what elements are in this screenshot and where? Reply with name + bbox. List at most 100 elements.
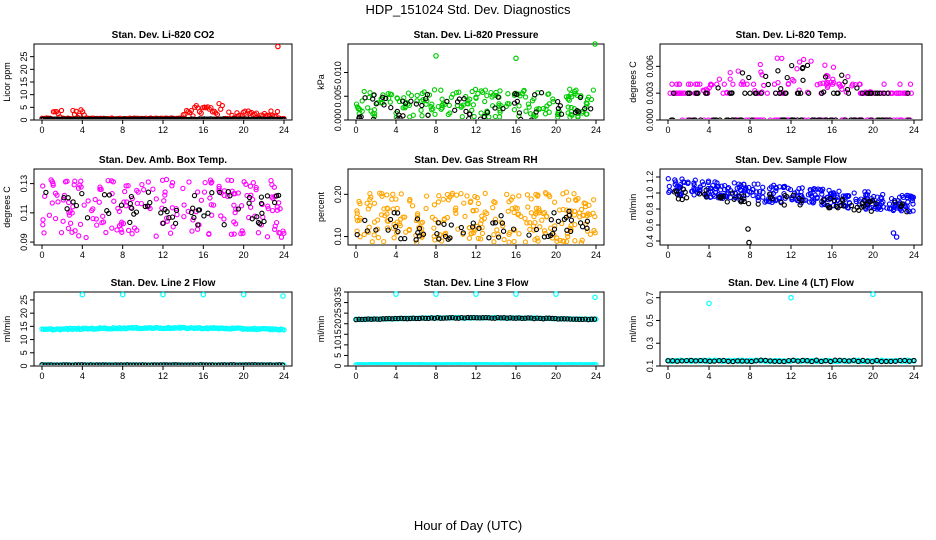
data-point <box>133 362 140 365</box>
data-point <box>449 314 456 321</box>
data-point <box>414 98 420 104</box>
data-point <box>483 314 489 321</box>
data-point <box>869 197 876 204</box>
data-point <box>764 90 770 96</box>
data-point <box>211 116 217 119</box>
data-point <box>40 183 46 189</box>
data-point <box>257 221 263 227</box>
data-point <box>255 362 261 365</box>
outlier-point <box>160 291 166 298</box>
data-point <box>208 116 214 119</box>
data-point <box>752 87 758 94</box>
data-point <box>542 230 548 237</box>
y-tick-label: 30 <box>333 298 343 308</box>
data-point <box>582 106 588 112</box>
data-point <box>573 87 579 93</box>
data-point <box>584 225 590 231</box>
x-tick-label: 16 <box>511 371 521 381</box>
data-point <box>423 96 429 102</box>
outlier-point <box>746 239 752 246</box>
data-point <box>197 362 203 365</box>
data-point <box>809 358 815 365</box>
data-point <box>258 194 265 200</box>
outlier-point <box>433 53 439 59</box>
data-point <box>829 117 835 119</box>
data-point <box>826 205 832 211</box>
data-point <box>834 192 840 198</box>
data-point <box>71 182 77 188</box>
data-point <box>534 106 540 112</box>
data-point <box>428 315 435 321</box>
y-tick-label: 1.0 <box>645 187 655 200</box>
data-point <box>217 189 223 196</box>
x-tick-label: 0 <box>39 125 44 135</box>
data-point <box>225 362 231 365</box>
data-point <box>894 117 900 119</box>
data-point <box>577 94 584 101</box>
data-point <box>506 231 512 237</box>
data-point <box>219 102 225 109</box>
data-point <box>778 86 784 92</box>
x-tick-label: 8 <box>120 371 125 381</box>
data-point <box>440 196 446 202</box>
data-point <box>273 219 280 226</box>
data-point <box>486 315 492 321</box>
data-point <box>705 178 712 184</box>
data-point <box>394 95 400 101</box>
data-point <box>232 209 238 216</box>
data-point <box>174 116 180 119</box>
data-point <box>265 203 271 209</box>
data-point <box>679 196 685 203</box>
data-point <box>713 117 719 119</box>
data-point <box>53 116 60 119</box>
data-point <box>250 180 256 186</box>
data-point <box>111 198 117 204</box>
data-point <box>447 110 453 116</box>
data-point <box>735 68 741 74</box>
data-point <box>672 177 678 183</box>
data-point <box>881 81 887 87</box>
data-point <box>676 81 683 87</box>
data-point <box>194 226 201 232</box>
data-point <box>369 239 375 244</box>
data-point <box>533 109 539 115</box>
data-point <box>732 117 738 119</box>
data-point <box>495 94 501 100</box>
data-point <box>703 194 710 200</box>
data-point <box>404 316 410 322</box>
data-point <box>552 315 558 322</box>
data-point <box>245 116 251 119</box>
data-point <box>373 101 379 107</box>
data-point <box>673 188 680 194</box>
data-point <box>567 86 573 92</box>
data-point <box>848 117 854 119</box>
data-point <box>851 357 857 363</box>
data-point <box>542 111 549 117</box>
data-point <box>58 107 65 114</box>
panel-1: Stan. Dev. Li-820 CO2 Licor ppm 0 4 8 12 16 20 2… <box>2 30 293 135</box>
data-point <box>91 362 97 365</box>
data-point <box>52 190 59 196</box>
data-point <box>124 362 130 365</box>
data-point <box>582 316 589 322</box>
data-point <box>481 113 487 119</box>
data-point <box>149 116 156 119</box>
data-point <box>470 207 476 214</box>
data-point <box>102 116 108 119</box>
data-point <box>671 90 677 96</box>
data-point <box>747 90 753 96</box>
data-point <box>459 314 465 321</box>
data-point <box>194 362 200 365</box>
data-point <box>182 362 188 365</box>
data-point <box>579 237 585 243</box>
data-point <box>196 116 203 119</box>
data-point <box>473 207 479 213</box>
y-tick-label: 0.10 <box>333 228 343 246</box>
data-point <box>218 116 224 119</box>
data-point <box>134 227 140 233</box>
y-tick-label: 0.000 <box>645 109 655 132</box>
data-point <box>800 64 806 71</box>
data-point <box>869 204 875 211</box>
data-point <box>540 316 546 322</box>
data-point <box>63 362 70 365</box>
